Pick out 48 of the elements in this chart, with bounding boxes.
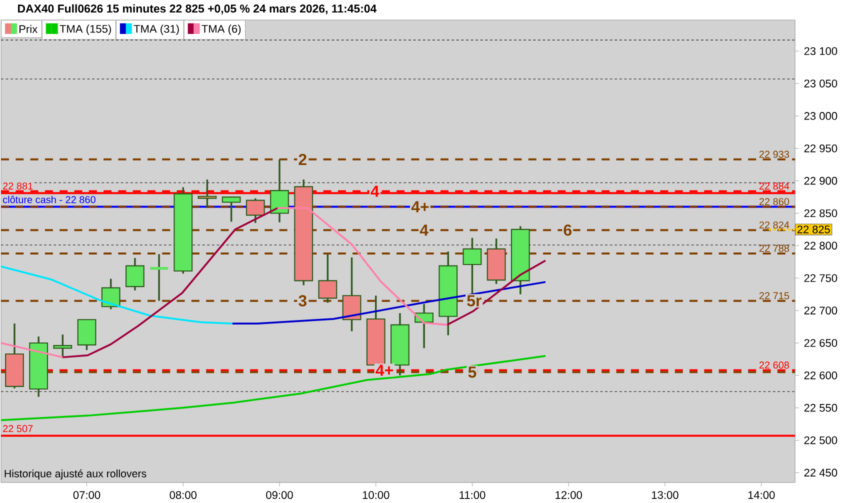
legend-label: TMA (155) bbox=[60, 24, 111, 35]
x-tick-label: 14:00 bbox=[748, 490, 775, 499]
chart-title: DAX40 Full0626 15 minutes 22 825 +0,05 % 24 mars 2026, 11:45:04 bbox=[18, 4, 377, 14]
annotation: 2 bbox=[298, 154, 306, 165]
annotation: 3 bbox=[298, 294, 306, 306]
y-tick-label: 22 750 bbox=[804, 274, 838, 282]
ref-line-label: 22 881 bbox=[3, 182, 33, 190]
x-tick-label: 12:00 bbox=[556, 490, 582, 499]
ref-line-label: 22 608 bbox=[759, 361, 790, 368]
x-tick-label: 11:00 bbox=[460, 490, 486, 499]
annotation: 5 bbox=[468, 366, 476, 378]
ref-line-label: 22 824 bbox=[759, 221, 790, 228]
x-tick-label: 10:00 bbox=[362, 490, 390, 499]
y-tick-label: 23 000 bbox=[804, 112, 838, 120]
annotation: 5r bbox=[467, 295, 482, 306]
legend-label: TMA (6) bbox=[202, 24, 241, 35]
annotation: Historique ajusté aux rollovers bbox=[4, 469, 146, 480]
y-tick-label: 22 800 bbox=[804, 242, 838, 250]
ref-line-label: 22 715 bbox=[759, 292, 790, 300]
ref-line-label: 22 884 bbox=[759, 182, 790, 190]
x-tick-label: 08:00 bbox=[170, 490, 197, 499]
ref-line-label: 22 933 bbox=[759, 150, 790, 158]
annotation: 4+ bbox=[376, 364, 394, 376]
y-tick-label: 22 650 bbox=[804, 338, 838, 347]
y-tick-label: 22 550 bbox=[804, 404, 838, 412]
annotation: 4 bbox=[420, 224, 428, 236]
ref-line-label: 22 825 bbox=[797, 225, 830, 234]
legend-label: Prix bbox=[19, 24, 38, 33]
x-tick-label: 09:00 bbox=[266, 490, 293, 499]
x-tick-label: 13:00 bbox=[652, 490, 678, 499]
ref-line-label: 22 788 bbox=[759, 244, 790, 252]
y-tick-label: 22 600 bbox=[804, 371, 838, 380]
y-tick-label: 22 700 bbox=[804, 306, 838, 314]
legend-label: TMA (31) bbox=[134, 24, 179, 35]
y-tick-label: 22 500 bbox=[804, 436, 838, 444]
y-tick-label: 22 450 bbox=[804, 468, 838, 476]
ref-line-label: 22 507 bbox=[3, 424, 33, 432]
y-tick-label: 23 050 bbox=[804, 79, 838, 88]
annotation: 6 bbox=[564, 224, 572, 236]
annotation: 4+ bbox=[411, 201, 429, 212]
y-tick-label: 22 950 bbox=[804, 144, 838, 152]
y-tick-label: 22 900 bbox=[804, 176, 838, 185]
y-tick-label: 22 850 bbox=[804, 209, 838, 217]
x-tick-label: 07:00 bbox=[73, 490, 100, 499]
annotation: 4 bbox=[370, 186, 380, 197]
ref-line-label: 22 860 bbox=[759, 198, 790, 205]
y-tick-label: 23 100 bbox=[804, 47, 838, 55]
ref-line-label: clôture cash - 22 860 bbox=[3, 196, 96, 203]
